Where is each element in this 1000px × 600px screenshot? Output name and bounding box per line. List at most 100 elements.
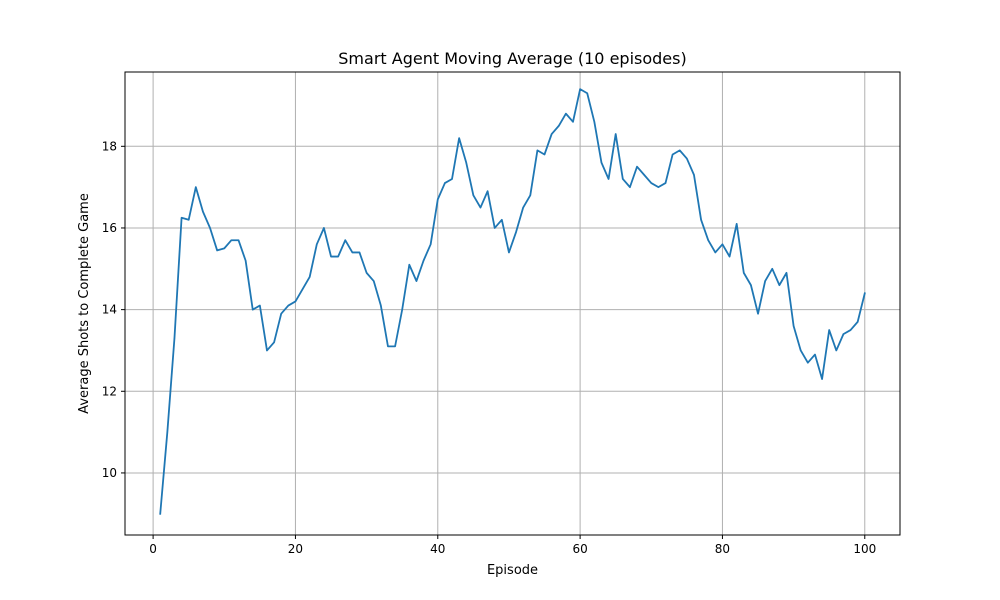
data-point [479, 206, 482, 209]
x-tick-label: 100 [853, 542, 876, 556]
data-point [636, 166, 638, 168]
data-point [785, 272, 788, 274]
data-point [629, 186, 631, 188]
y-tick-label: 16 [102, 221, 117, 235]
data-point [664, 182, 667, 184]
x-tick-label: 60 [572, 542, 587, 556]
data-point [622, 178, 624, 180]
data-point [245, 260, 247, 262]
data-point [316, 243, 318, 245]
data-point [373, 280, 375, 282]
data-point [508, 251, 510, 254]
data-point [323, 227, 325, 229]
data-point [700, 219, 702, 221]
data-point [387, 345, 389, 347]
data-point [472, 194, 474, 196]
data-point [764, 280, 766, 282]
data-point [522, 206, 524, 209]
data-point [721, 243, 724, 245]
data-point [586, 92, 588, 94]
x-axis-label: Episode [487, 563, 538, 578]
data-point [408, 264, 410, 266]
data-point [778, 284, 780, 286]
data-point [543, 153, 546, 156]
data-point [173, 337, 176, 339]
data-point [301, 288, 304, 290]
y-tick-label: 12 [102, 384, 117, 398]
data-point [444, 182, 446, 184]
data-point [458, 137, 460, 139]
data-point [437, 198, 439, 200]
data-point [849, 329, 852, 331]
data-point [273, 341, 275, 343]
data-point [650, 182, 652, 184]
data-point [366, 272, 368, 274]
data-point [230, 239, 232, 241]
data-point [237, 239, 240, 241]
data-point [180, 217, 183, 219]
data-point [351, 251, 353, 254]
data-point [800, 349, 802, 352]
data-point [422, 260, 425, 262]
data-point [188, 219, 190, 221]
series-layer [159, 88, 866, 515]
y-tick-label: 18 [102, 139, 117, 153]
data-point [501, 219, 503, 221]
data-point [259, 304, 261, 307]
chart-title: Smart Agent Moving Average (10 episodes) [338, 49, 686, 68]
data-point [551, 133, 553, 135]
data-point [202, 211, 204, 213]
y-axis-label: Average Shots to Complete Game [77, 193, 92, 414]
data-point [223, 247, 225, 249]
data-point [565, 113, 567, 115]
data-point [380, 304, 382, 307]
data-point [536, 149, 539, 151]
data-point [593, 121, 595, 123]
series-line [159, 88, 866, 515]
data-point [515, 231, 517, 233]
data-point [579, 88, 581, 90]
x-tick-label: 40 [430, 542, 445, 556]
grid-lines [125, 72, 900, 535]
y-tick-label: 14 [102, 303, 117, 317]
data-point [209, 227, 211, 229]
data-point [415, 280, 418, 282]
data-point [657, 186, 659, 188]
data-point [401, 309, 403, 311]
data-point [835, 349, 837, 352]
data-point [330, 255, 332, 258]
data-point [864, 292, 866, 294]
data-point [294, 300, 297, 303]
data-point [494, 227, 496, 229]
data-point [465, 162, 467, 164]
data-point [686, 157, 688, 160]
data-point [252, 309, 254, 311]
data-point [309, 276, 311, 278]
x-tick-label: 20 [288, 542, 303, 556]
data-point [266, 349, 268, 352]
data-point [693, 174, 695, 176]
data-point [558, 125, 560, 127]
data-point [430, 243, 432, 245]
data-point [771, 268, 773, 270]
data-point [714, 251, 716, 254]
x-tick-label: 0 [149, 542, 157, 556]
data-point [358, 251, 361, 254]
data-point [451, 178, 453, 180]
data-point [736, 223, 738, 225]
data-point [607, 178, 610, 180]
data-point [643, 174, 645, 176]
data-point [529, 194, 531, 196]
data-point [814, 353, 816, 356]
data-point [394, 345, 396, 347]
data-point [828, 329, 830, 331]
data-point [679, 149, 681, 151]
data-point [344, 239, 346, 241]
data-point [672, 153, 674, 156]
data-point [195, 186, 197, 188]
data-point [707, 239, 709, 241]
data-point [572, 121, 574, 123]
y-tick-label: 10 [102, 466, 117, 480]
data-point [337, 255, 339, 258]
